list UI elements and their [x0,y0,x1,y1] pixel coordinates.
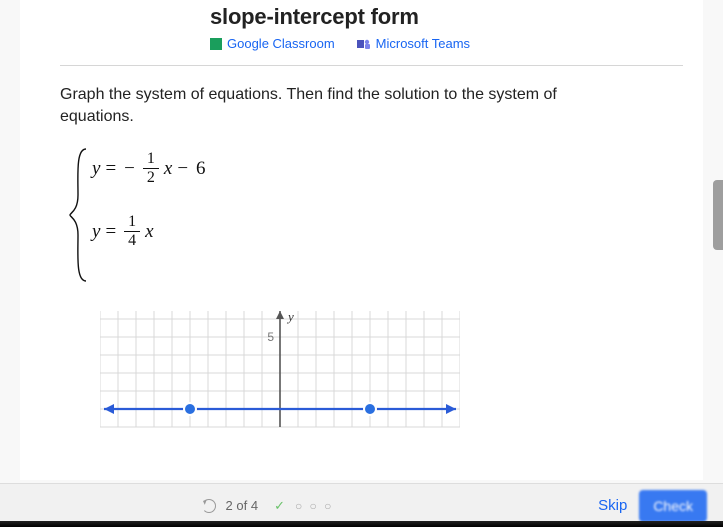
question-prompt: Graph the system of equations. Then find… [60,84,620,127]
eq1-neg: − [124,158,135,180]
skip-button[interactable]: Skip [598,497,627,514]
graph-canvas[interactable]: y5 [100,311,460,441]
equation-1: y = − 1 2 x − 6 [92,151,209,186]
svg-text:5: 5 [267,330,274,344]
eq1-var: x [164,158,172,180]
microsoft-teams-link[interactable]: Microsoft Teams [357,36,470,51]
eq1-const: 6 [196,158,206,180]
microsoft-teams-icon [357,38,371,50]
brace-icon [66,145,92,285]
google-classroom-icon [210,38,222,50]
scrollbar-thumb[interactable] [713,180,723,250]
eq2-den: 4 [124,233,140,249]
equation-2: y = 1 4 x [92,214,209,249]
progress-total: 4 [251,498,258,513]
eq1-num: 1 [143,151,159,167]
check-button[interactable]: Check [639,490,707,522]
google-classroom-link[interactable]: Google Classroom [210,36,335,51]
progress-text: 2 of 4 [226,498,259,513]
divider [60,65,683,66]
eq1-den: 2 [143,170,159,186]
google-classroom-label: Google Classroom [227,36,335,51]
microsoft-teams-label: Microsoft Teams [376,36,470,51]
progress-current: 2 [226,498,233,513]
eq2-lhs: y [92,221,100,243]
retry-icon[interactable] [202,499,216,513]
eq2-equals: = [105,221,116,243]
eq2-var: x [145,221,153,243]
page-title: slope-intercept form [210,4,683,30]
eq1-equals: = [105,158,116,180]
progress-sep: of [236,498,247,513]
eq2-fraction: 1 4 [124,214,140,249]
svg-text:y: y [286,311,294,324]
eq2-num: 1 [124,214,140,230]
check-icon: ✓ [274,498,285,514]
eq1-fraction: 1 2 [143,151,159,186]
progress-dots: ○ ○ ○ [295,499,333,513]
eq1-op: − [177,158,188,180]
equation-system: y = − 1 2 x − 6 y = 1 4 [66,145,683,285]
device-bezel [0,521,723,527]
eq1-lhs: y [92,158,100,180]
